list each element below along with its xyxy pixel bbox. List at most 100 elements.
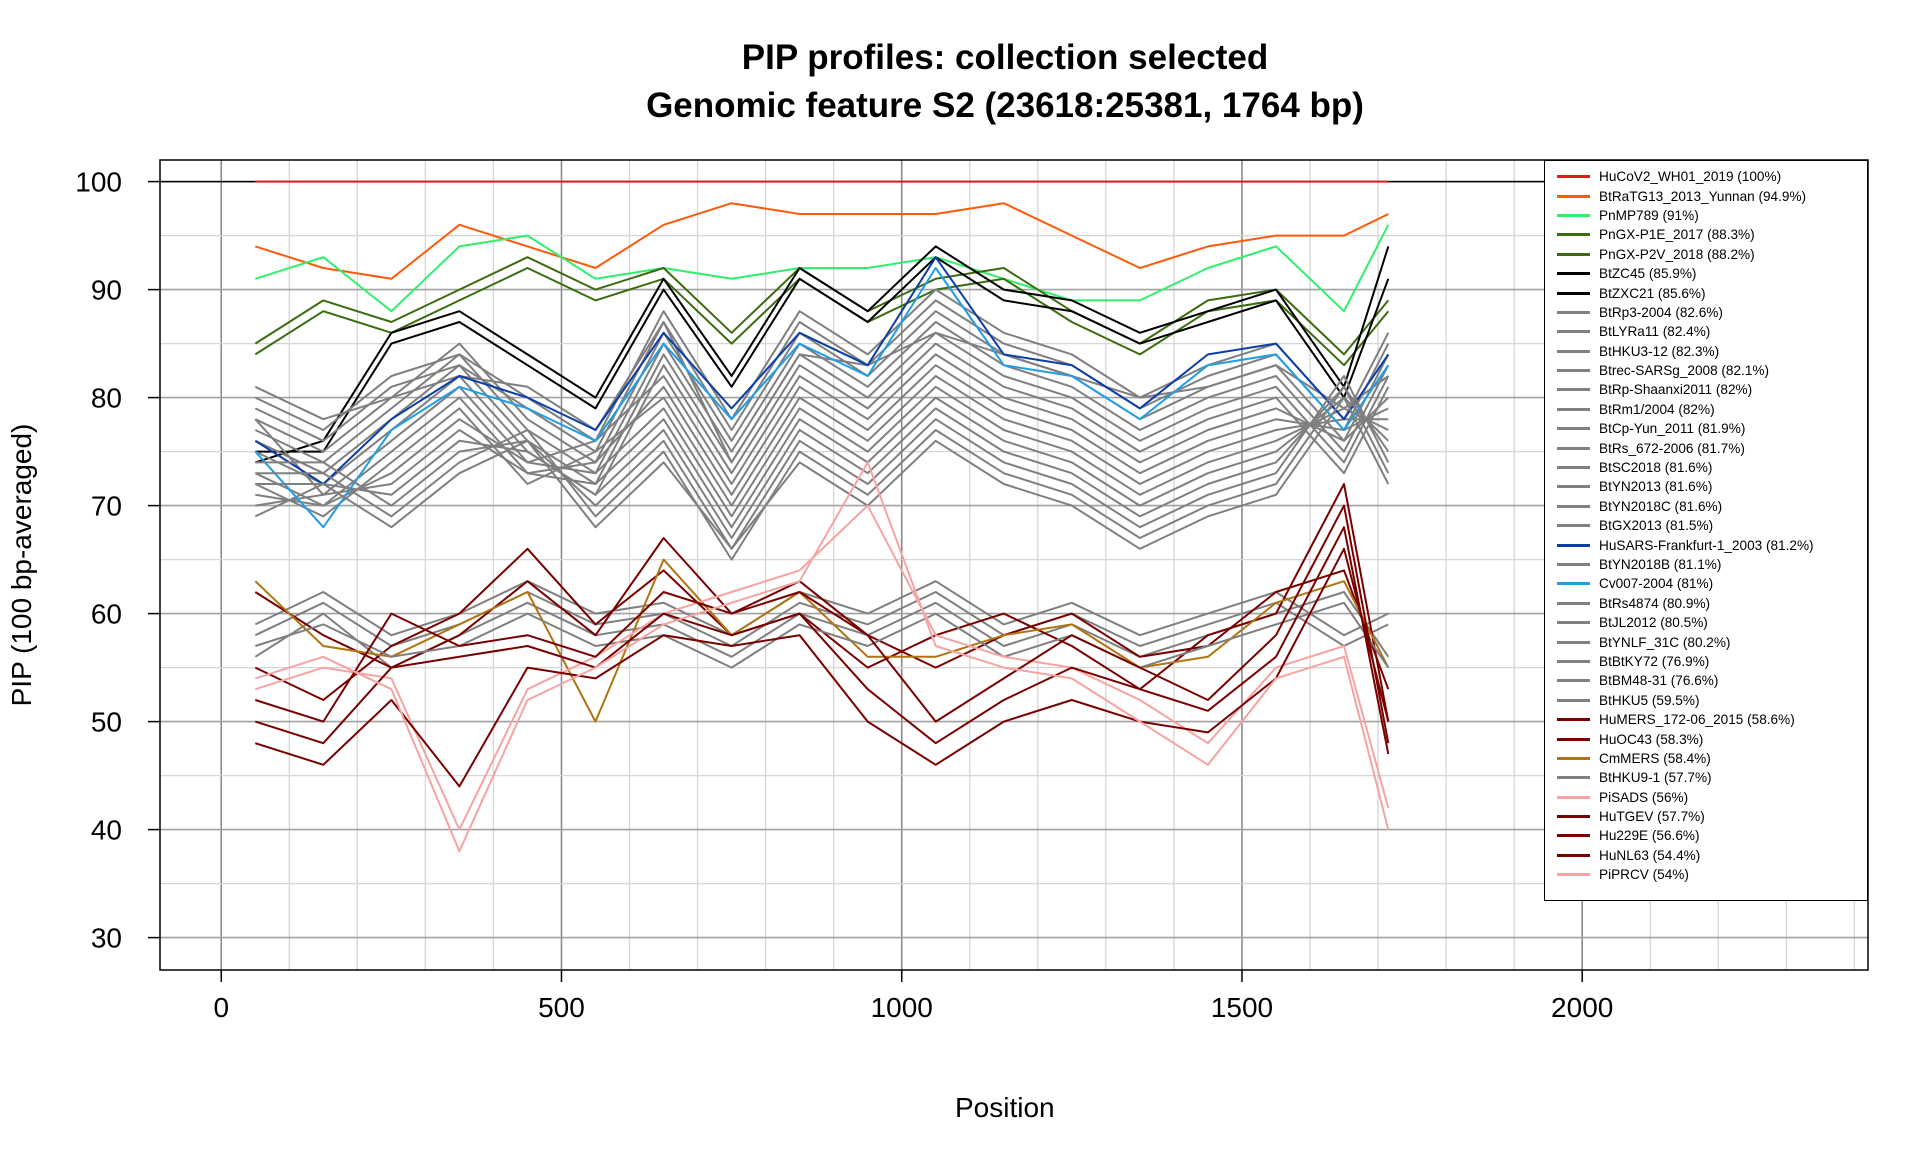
legend-label: BtHKU3-12 (82.3%) xyxy=(1599,343,1720,359)
legend-swatch xyxy=(1557,466,1590,470)
x-tick-label: 2000 xyxy=(1551,992,1613,1023)
legend-item: HuCoV2_WH01_2019 (100%) xyxy=(1557,167,1867,186)
legend-label: HuSARS-Frankfurt-1_2003 (81.2%) xyxy=(1599,537,1814,553)
legend-item: BtZXC21 (85.6%) xyxy=(1557,283,1867,302)
legend-label: Hu229E (56.6%) xyxy=(1599,828,1700,844)
series-line xyxy=(254,299,1390,453)
legend-swatch xyxy=(1557,407,1590,411)
legend-label: BtYN2013 (81.6%) xyxy=(1599,479,1713,495)
legend-swatch xyxy=(1557,504,1590,508)
legend-label: Btrec-SARSg_2008 (82.1%) xyxy=(1599,363,1770,379)
legend-label: BtRp3-2004 (82.6%) xyxy=(1599,304,1723,320)
legend-swatch xyxy=(1557,640,1590,644)
legend-label: BtHKU5 (59.5%) xyxy=(1599,692,1700,708)
legend-label: PnGX-P2V_2018 (88.2%) xyxy=(1599,246,1755,262)
y-tick-label: 70 xyxy=(91,491,122,522)
chart-title: PIP profiles: collection selected xyxy=(741,38,1269,77)
legend-label: PiPRCV (54%) xyxy=(1599,867,1689,883)
legend-item: HuSARS-Frankfurt-1_2003 (81.2%) xyxy=(1557,535,1867,554)
x-axis-title: Position xyxy=(955,1092,1055,1123)
series-line xyxy=(254,483,1390,722)
legend-swatch xyxy=(1557,310,1590,314)
legend-label: BtRm1/2004 (82%) xyxy=(1599,401,1715,417)
legend-swatch xyxy=(1557,679,1590,683)
legend-label: BtLYRa11 (82.4%) xyxy=(1599,324,1711,340)
y-axis-title: PIP (100 bp-averaged) xyxy=(6,423,37,707)
series-line xyxy=(254,526,1390,755)
x-tick-label: 0 xyxy=(213,992,229,1023)
series-line xyxy=(254,601,1390,669)
series-line xyxy=(254,504,1390,831)
series-line xyxy=(254,353,1389,496)
legend-item: BtRm1/2004 (82%) xyxy=(1557,400,1867,419)
legend-item: Hu229E (56.6%) xyxy=(1557,826,1867,845)
legend-label: BtGX2013 (81.5%) xyxy=(1599,518,1714,534)
legend-item: PiSADS (56%) xyxy=(1557,788,1867,807)
legend-item: BtYNLF_31C (80.2%) xyxy=(1557,632,1867,651)
legend-item: BtYN2018C (81.6%) xyxy=(1557,497,1867,516)
legend-swatch xyxy=(1557,272,1590,276)
series-line xyxy=(254,224,1390,313)
chart-subtitle: Genomic feature S2 (23618:25381, 1764 bp… xyxy=(646,86,1364,125)
y-tick-label: 90 xyxy=(91,275,122,306)
legend-label: BtYN2018B (81.1%) xyxy=(1599,557,1722,572)
legend-swatch xyxy=(1557,776,1590,780)
legend-label: HuTGEV (57.7%) xyxy=(1599,809,1705,825)
series-line xyxy=(254,547,1390,788)
legend-swatch xyxy=(1557,252,1590,256)
plot-frame xyxy=(159,159,1869,971)
series-line xyxy=(254,375,1389,518)
legend-item: HuNL63 (54.4%) xyxy=(1557,846,1867,865)
legend-item: Cv007-2004 (81%) xyxy=(1557,574,1867,593)
series-line xyxy=(254,364,1389,507)
legend-item: BtYN2018B (81.1%) xyxy=(1557,555,1867,574)
series-line xyxy=(254,504,1390,744)
legend-label: BtZXC21 (85.6%) xyxy=(1599,285,1706,301)
legend-swatch xyxy=(1557,873,1590,877)
legend-swatch xyxy=(1557,524,1590,528)
legend-swatch xyxy=(1557,330,1590,334)
series-layer xyxy=(254,180,1390,853)
series-line xyxy=(254,461,1390,853)
legend-label: BtBM48-31 (76.6%) xyxy=(1599,673,1719,689)
legend-swatch xyxy=(1557,563,1590,566)
legend-swatch xyxy=(1557,659,1590,663)
x-tick-label: 1500 xyxy=(1211,992,1273,1023)
legend-item: BtHKU9-1 (57.7%) xyxy=(1557,768,1867,787)
legend-item: BtGX2013 (81.5%) xyxy=(1557,516,1867,535)
legend-item: BtHKU5 (59.5%) xyxy=(1557,691,1867,710)
legend-item: PnGX-P2V_2018 (88.2%) xyxy=(1557,245,1867,264)
legend-swatch xyxy=(1557,175,1590,179)
series-line xyxy=(254,256,1390,485)
legend-label: CmMERS (58.4%) xyxy=(1599,750,1711,766)
series-line xyxy=(255,385,1389,518)
legend-item: BtSC2018 (81.6%) xyxy=(1557,458,1867,477)
legend-item: BtBM48-31 (76.6%) xyxy=(1557,671,1867,690)
legend-label: BtRp-Shaanxi2011 (82%) xyxy=(1599,382,1753,398)
legend-item: BtLYRa11 (82.4%) xyxy=(1557,322,1867,341)
legend: HuCoV2_WH01_2019 (100%) BtRaTG13_2013_Yun… xyxy=(1544,160,1868,901)
legend-swatch xyxy=(1557,795,1590,799)
legend-item: BtRaTG13_2013_Yunnan (94.9%) xyxy=(1557,186,1867,205)
x-tick-label: 1000 xyxy=(871,992,933,1023)
legend-label: BtHKU9-1 (57.7%) xyxy=(1599,770,1712,786)
series-line xyxy=(254,580,1389,637)
legend-swatch xyxy=(1557,543,1590,547)
series-line xyxy=(255,375,1390,550)
legend-item: BtRp-Shaanxi2011 (82%) xyxy=(1557,380,1867,399)
legend-swatch xyxy=(1557,718,1590,722)
series-line xyxy=(254,331,1390,485)
legend-item: PnGX-P1E_2017 (88.3%) xyxy=(1557,225,1867,244)
legend-label: BtYNLF_31C (80.2%) xyxy=(1599,634,1731,650)
legend-item: BtJL2012 (80.5%) xyxy=(1557,613,1867,632)
legend-label: BtCp-Yun_2011 (81.9%) xyxy=(1599,421,1746,437)
legend-item: Btrec-SARSg_2008 (82.1%) xyxy=(1557,361,1867,380)
legend-swatch xyxy=(1557,756,1590,760)
legend-label: HuOC43 (58.3%) xyxy=(1599,731,1704,747)
legend-item: BtYN2013 (81.6%) xyxy=(1557,477,1867,496)
y-tick-label: 40 xyxy=(91,815,122,846)
legend-item: BtRs4874 (80.9%) xyxy=(1557,594,1867,613)
legend-item: CmMERS (58.4%) xyxy=(1557,749,1867,768)
y-tick-label: 30 xyxy=(91,923,122,954)
legend-label: BtRs_672-2006 (81.7%) xyxy=(1599,440,1745,456)
